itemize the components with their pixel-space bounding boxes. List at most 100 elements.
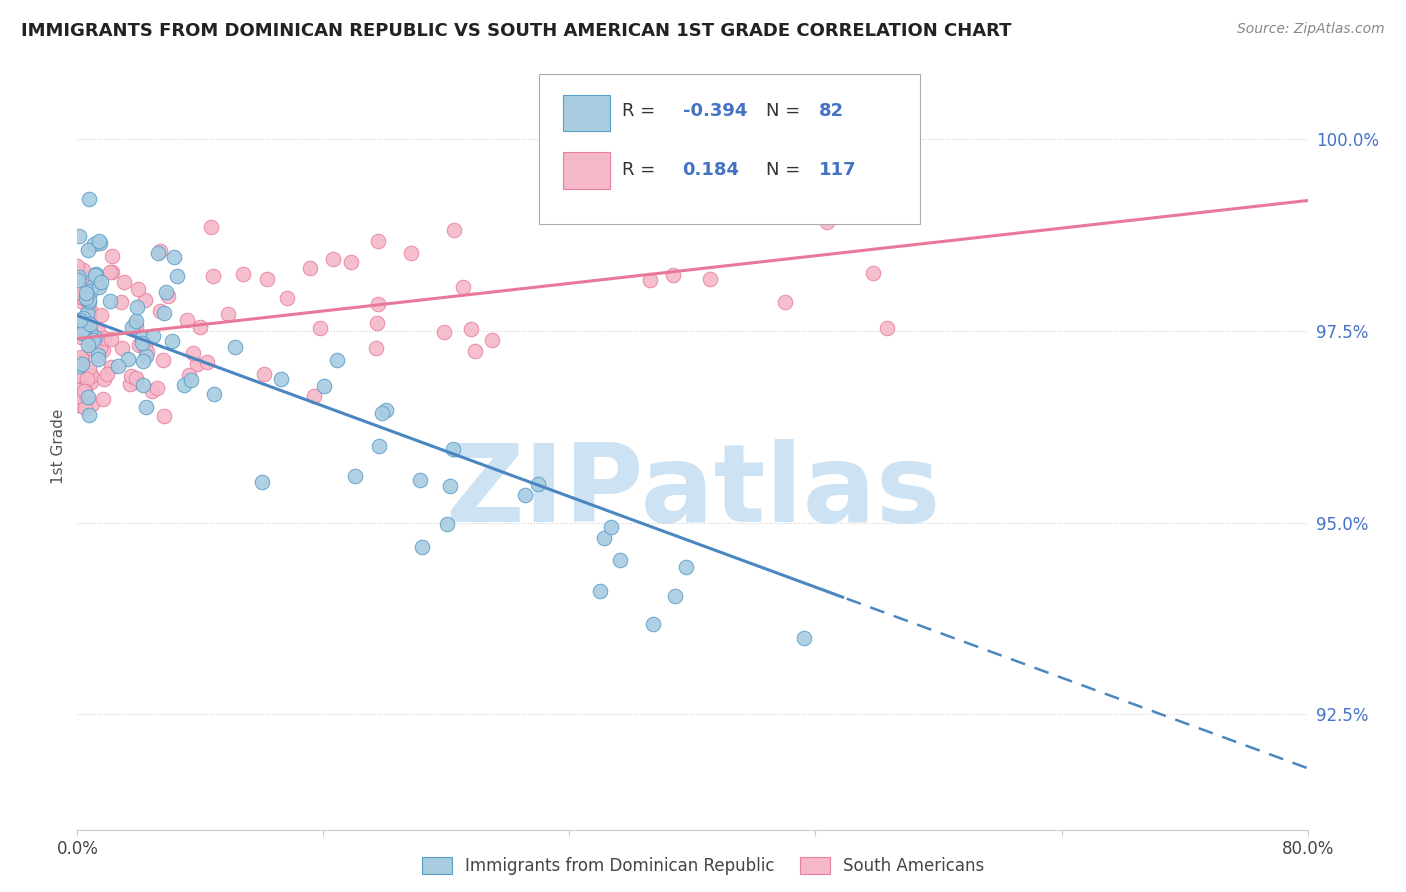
Point	[79, 325, 101, 339]
Point	[399, 246, 422, 260]
Point	[79, 192, 101, 206]
FancyBboxPatch shape	[564, 95, 610, 131]
Point	[87, 235, 110, 249]
Point	[77, 360, 100, 375]
Text: N =: N =	[766, 161, 806, 178]
Point	[142, 329, 165, 343]
Point	[110, 294, 132, 309]
Point	[436, 516, 458, 531]
Point	[70, 356, 93, 370]
Point	[84, 330, 107, 344]
Point	[127, 282, 149, 296]
Point	[80, 341, 103, 355]
Point	[181, 346, 204, 360]
Point	[77, 295, 100, 310]
Point	[89, 341, 111, 355]
Point	[76, 327, 98, 342]
Point	[70, 350, 93, 364]
Y-axis label: 1st Grade: 1st Grade	[51, 409, 66, 483]
Point	[815, 215, 838, 229]
Point	[371, 406, 394, 420]
Point	[67, 383, 90, 397]
Point	[664, 589, 686, 603]
Point	[112, 275, 135, 289]
Point	[600, 520, 623, 534]
Point	[73, 384, 96, 398]
Point	[84, 268, 107, 282]
Point	[409, 473, 432, 487]
Point	[89, 280, 111, 294]
Point	[90, 275, 112, 289]
Point	[308, 320, 330, 334]
FancyBboxPatch shape	[538, 74, 920, 224]
Point	[89, 236, 111, 251]
Point	[66, 368, 89, 382]
Point	[76, 372, 98, 386]
Point	[80, 368, 103, 383]
Point	[270, 372, 292, 386]
Text: N =: N =	[766, 102, 806, 120]
Point	[149, 304, 172, 318]
Point	[101, 265, 124, 279]
Point	[121, 320, 143, 334]
Text: R =: R =	[623, 102, 661, 120]
Point	[433, 325, 456, 339]
Point	[70, 351, 93, 365]
Point	[177, 368, 200, 382]
Point	[66, 326, 89, 340]
Point	[593, 531, 616, 545]
Point	[96, 367, 118, 381]
Point	[132, 378, 155, 392]
Point	[69, 355, 91, 369]
Point	[124, 317, 146, 331]
Point	[98, 265, 121, 279]
Point	[82, 326, 104, 340]
Point	[146, 246, 169, 260]
Point	[793, 631, 815, 645]
Point	[66, 389, 89, 403]
Point	[72, 291, 94, 305]
Point	[80, 329, 103, 343]
Point	[131, 353, 153, 368]
Point	[76, 319, 98, 334]
Point	[253, 367, 276, 381]
Point	[77, 390, 100, 404]
Text: -0.394: -0.394	[683, 102, 747, 120]
Point	[134, 293, 156, 307]
FancyBboxPatch shape	[564, 153, 610, 189]
Point	[69, 312, 91, 326]
Point	[70, 330, 93, 344]
Text: 82: 82	[820, 102, 844, 120]
Point	[80, 284, 103, 298]
Point	[411, 541, 433, 555]
Point	[180, 374, 202, 388]
Point	[197, 355, 219, 369]
Point	[125, 314, 148, 328]
Point	[451, 280, 474, 294]
Point	[77, 293, 100, 307]
Point	[773, 295, 796, 310]
Point	[481, 333, 503, 347]
Point	[77, 409, 100, 423]
Point	[589, 583, 612, 598]
Point	[344, 468, 367, 483]
Point	[79, 302, 101, 317]
Point	[250, 475, 273, 489]
Point	[186, 357, 208, 371]
Point	[87, 348, 110, 362]
Point	[127, 301, 149, 315]
Point	[146, 380, 169, 394]
Point	[190, 319, 212, 334]
Point	[276, 291, 298, 305]
Point	[200, 219, 222, 234]
Text: Source: ZipAtlas.com: Source: ZipAtlas.com	[1237, 22, 1385, 37]
Point	[117, 351, 139, 366]
Point	[443, 223, 465, 237]
Point	[367, 297, 389, 311]
Point	[80, 335, 103, 350]
Point	[124, 320, 146, 334]
Point	[153, 306, 176, 320]
Point	[93, 372, 115, 386]
Point	[155, 285, 177, 299]
Point	[100, 332, 122, 346]
